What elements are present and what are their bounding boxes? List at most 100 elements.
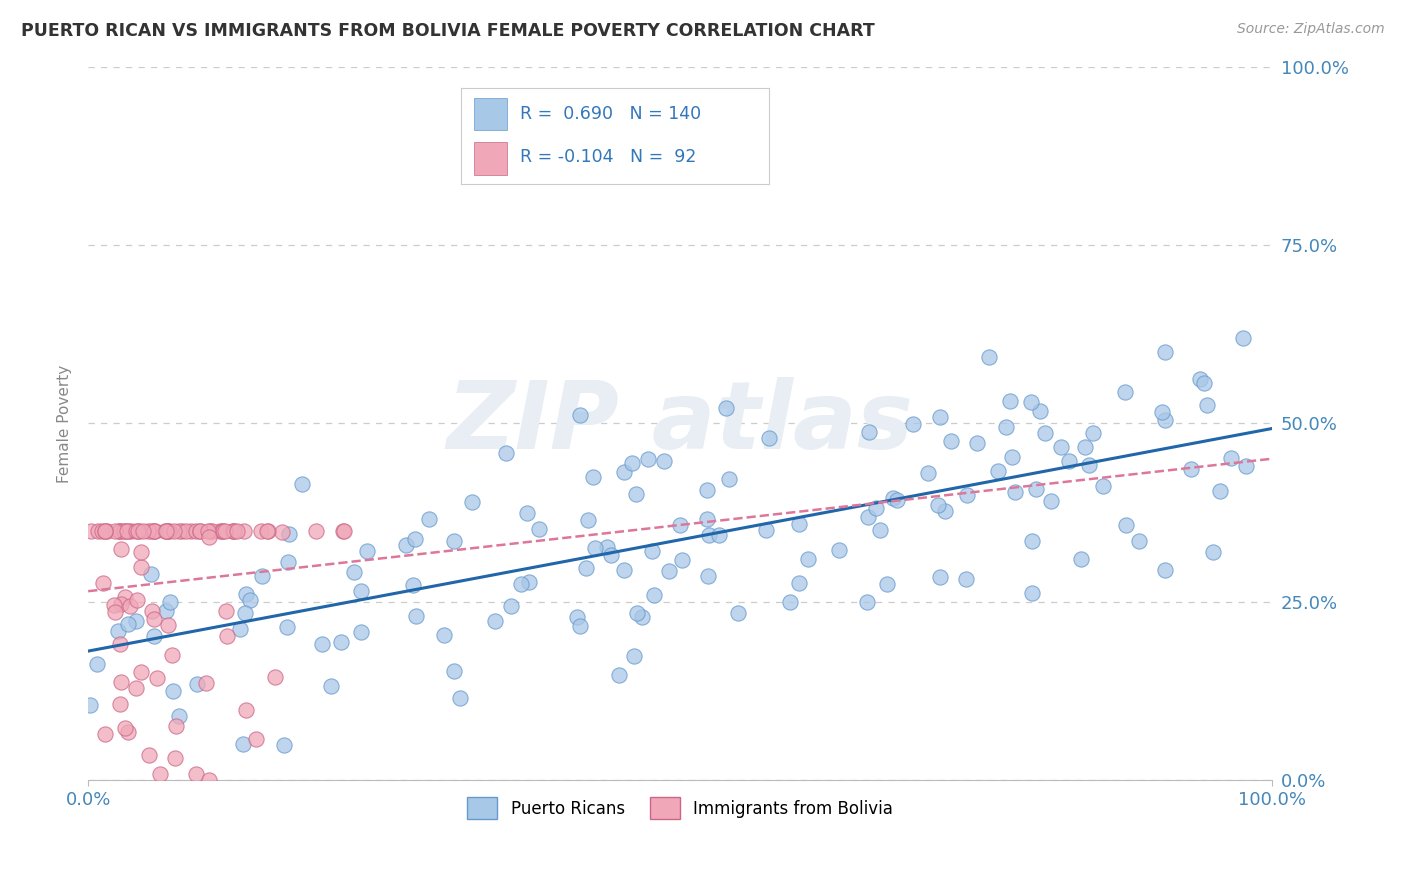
- Point: [1154, 345, 1177, 359]
- Point: [167, 524, 190, 538]
- Point: [998, 394, 1021, 409]
- Point: [201, 524, 224, 538]
- Point: [787, 516, 810, 531]
- Point: [215, 604, 238, 618]
- Point: [1070, 551, 1092, 566]
- Point: [91, 524, 114, 538]
- Point: [271, 525, 294, 540]
- Point: [264, 670, 287, 684]
- Point: [626, 606, 648, 620]
- Point: [929, 570, 952, 584]
- Point: [797, 551, 820, 566]
- Point: [142, 524, 165, 538]
- Point: [96, 524, 118, 538]
- Point: [917, 466, 939, 480]
- Point: [79, 698, 101, 712]
- Point: [927, 498, 949, 512]
- Point: [108, 697, 131, 711]
- Point: [613, 465, 636, 479]
- Point: [211, 524, 233, 538]
- Point: [87, 524, 110, 538]
- Point: [222, 524, 245, 538]
- Point: [658, 564, 681, 578]
- Point: [214, 524, 236, 538]
- Point: [640, 544, 662, 558]
- Point: [180, 524, 202, 538]
- Point: [1114, 385, 1136, 400]
- Point: [332, 524, 354, 538]
- Point: [156, 524, 179, 538]
- Point: [156, 524, 179, 538]
- Point: [139, 566, 162, 581]
- Point: [350, 624, 373, 639]
- Point: [567, 609, 589, 624]
- Point: [1150, 405, 1173, 419]
- Point: [143, 524, 166, 538]
- Point: [136, 524, 159, 538]
- Point: [405, 608, 427, 623]
- Point: [714, 401, 737, 415]
- Point: [582, 469, 605, 483]
- Point: [404, 533, 426, 547]
- Point: [273, 738, 295, 752]
- Point: [107, 524, 129, 538]
- Point: [79, 524, 101, 538]
- Point: [600, 548, 623, 562]
- Point: [197, 773, 219, 788]
- Point: [1180, 462, 1202, 476]
- Point: [170, 524, 193, 538]
- Point: [250, 524, 273, 538]
- Point: [198, 531, 221, 545]
- Point: [1128, 533, 1150, 548]
- Point: [277, 527, 299, 541]
- Point: [245, 731, 267, 746]
- Point: [1202, 545, 1225, 559]
- Point: [157, 524, 180, 538]
- Point: [1081, 425, 1104, 440]
- Point: [86, 657, 108, 671]
- Point: [718, 472, 741, 486]
- Point: [146, 671, 169, 685]
- Point: [876, 576, 898, 591]
- Point: [155, 604, 177, 618]
- Point: [755, 523, 778, 537]
- Point: [198, 524, 221, 538]
- Point: [1021, 585, 1043, 599]
- Point: [568, 619, 591, 633]
- Point: [356, 544, 378, 558]
- Point: [162, 683, 184, 698]
- Point: [758, 431, 780, 445]
- Point: [305, 524, 328, 538]
- Point: [129, 665, 152, 679]
- Point: [114, 591, 136, 605]
- Point: [858, 510, 880, 524]
- Point: [882, 491, 904, 505]
- Point: [91, 575, 114, 590]
- Point: [112, 524, 135, 538]
- Point: [94, 524, 117, 538]
- Point: [129, 560, 152, 574]
- Point: [1025, 482, 1047, 496]
- Point: [159, 595, 181, 609]
- Point: [252, 569, 274, 583]
- Point: [124, 524, 146, 538]
- Point: [217, 629, 239, 643]
- Point: [117, 724, 139, 739]
- Point: [194, 676, 217, 690]
- Point: [652, 454, 675, 468]
- Point: [727, 606, 749, 620]
- Point: [329, 635, 352, 649]
- Point: [1115, 518, 1137, 533]
- Point: [291, 476, 314, 491]
- Point: [499, 599, 522, 613]
- Point: [994, 420, 1017, 434]
- Point: [869, 524, 891, 538]
- Point: [1197, 398, 1219, 412]
- Point: [865, 501, 887, 516]
- Point: [108, 524, 131, 538]
- Point: [333, 524, 356, 538]
- Point: [1154, 413, 1177, 427]
- Point: [671, 553, 693, 567]
- Point: [696, 483, 718, 497]
- Point: [104, 605, 127, 619]
